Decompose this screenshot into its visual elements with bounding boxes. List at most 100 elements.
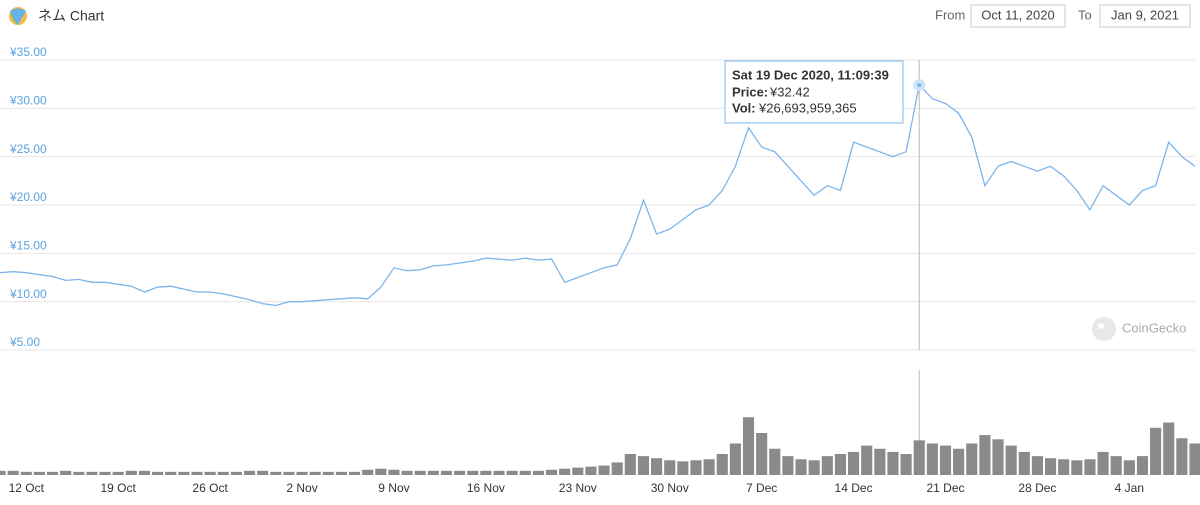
volume-bar [388,469,400,475]
volume-bar [756,433,768,475]
volume-bar [703,459,715,475]
volume-bar [939,445,952,475]
volume-bar [598,465,610,475]
volume-bar [60,470,72,475]
volume-bar [243,470,256,475]
volume-bar [7,470,19,475]
volume-bar [926,443,938,475]
volume-bar [506,470,518,475]
volume-bar [1097,451,1109,475]
volume-bar [651,458,663,475]
to-date[interactable]: Jan 9, 2021 [1111,7,1179,22]
volume-bar [874,448,886,475]
y-tick-label: ¥25.00 [9,142,47,156]
hover-point [913,78,926,91]
volume-bar [519,470,531,475]
volume-bar [257,470,269,475]
volume-bar [46,471,59,475]
volume-bar [690,460,702,475]
volume-bar [769,448,781,475]
x-tick-label: 19 Oct [101,481,137,495]
y-tick-label: ¥30.00 [9,94,47,108]
logo [9,7,27,25]
volume-bar [401,470,413,475]
tooltip-vol: ¥26,693,959,365 [758,100,857,115]
from-label: From [935,7,965,22]
volume-bar [1150,427,1162,475]
volume-bar [1031,456,1043,475]
volume-bar [624,454,636,475]
volume-bar [979,435,991,475]
volume-bar [427,470,439,475]
volume-bar [821,456,833,475]
x-tick-label: 14 Dec [835,481,873,495]
volume-bar [1044,458,1057,475]
volume-bar [1189,443,1200,475]
volume-bar [545,469,558,475]
volume-bar [204,471,216,475]
volume-bar [637,456,650,475]
chart-title: ネム Chart [38,8,104,24]
volume-bar [900,454,912,475]
to-label: To [1078,7,1092,22]
volume-bar [283,471,295,475]
y-tick-label: ¥10.00 [9,287,47,301]
volume-bar [572,467,584,475]
volume-bar [230,471,242,475]
volume-bar [532,470,544,475]
volume-bar [73,471,85,475]
volume-bar [86,471,98,475]
volume-bar [1110,456,1122,475]
to-input[interactable] [1099,4,1191,28]
volume-bar [270,471,282,475]
volume-bar [559,468,571,475]
volume-bar [112,471,124,475]
volume-bar [454,470,466,475]
volume-bar [887,451,899,475]
volume-bar [178,471,190,475]
volume-bar [966,443,978,475]
volume-bar [742,417,755,475]
volume-bar [99,471,111,475]
volume-bar [335,471,347,475]
volume-bar [716,454,728,475]
x-tick-label: 9 Nov [378,481,409,495]
volume-bar [795,459,807,475]
volume-bar [808,460,820,475]
tooltip-box [724,60,904,124]
volume-bar [322,471,334,475]
volume-bar [677,461,689,475]
volume-bar [1018,451,1030,475]
from-input[interactable] [970,4,1066,28]
x-tick-label: 28 Dec [1018,481,1056,495]
y-tick-label: ¥35.00 [9,45,47,59]
watermark-text: CoinGecko [1122,320,1186,335]
volume-bar [1136,456,1149,475]
volume-bar [191,471,203,475]
from-date[interactable]: Oct 11, 2020 [981,7,1054,22]
volume-bar [217,471,229,475]
volume-bar [0,470,6,475]
volume-bar [861,445,873,475]
plot: ¥5.00 ¥10.00 ¥15.00 ¥20.00 ¥25.00 ¥30.00 ¥35.0… [0,45,1200,495]
x-tick-label: 12 Oct [9,481,45,495]
tooltip-date: Sat 19 Dec 2020, 11:09:39 [732,67,889,82]
volume-bar [1084,459,1096,475]
volume-bar [296,471,308,475]
x-tick-label: 26 Oct [192,481,228,495]
volume-bar [309,471,321,475]
volume-bar [467,470,479,475]
x-tick-label: 23 Nov [559,481,597,495]
volume-bar [664,460,676,475]
volume-bar [834,454,847,475]
tooltip-price: ¥32.42 [769,84,810,99]
volume-bar [1163,422,1175,475]
volume-bar [362,469,374,475]
x-tick-label: 4 Jan [1115,481,1144,495]
volume-bar [20,471,32,475]
y-tick-label: ¥15.00 [9,239,47,253]
volume-bar [1005,445,1017,475]
tooltip: Sat 19 Dec 2020, 11:09:39 Price: ¥32.42 Vol… [724,60,904,124]
